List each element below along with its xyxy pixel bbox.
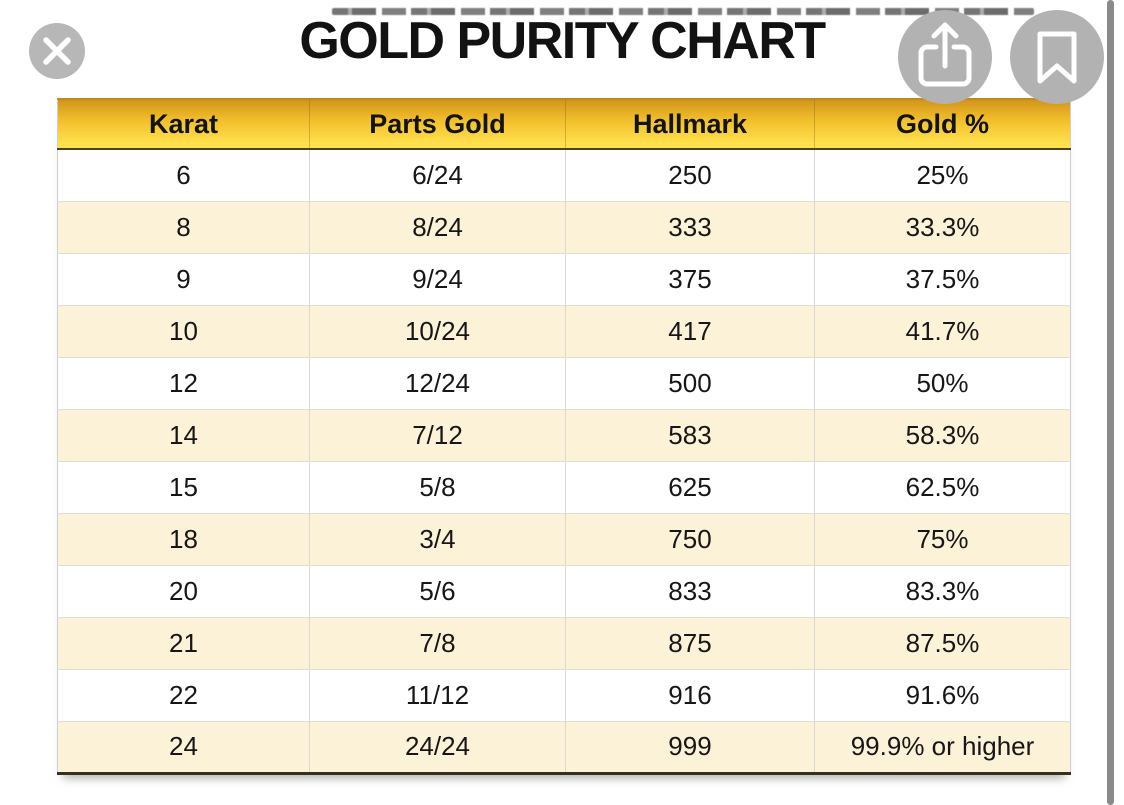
cell-parts-gold: 5/8 (309, 461, 566, 514)
cell-hallmark: 916 (565, 669, 815, 722)
cell-gold: 25% (814, 149, 1071, 202)
table-header-row: Karat Parts Gold Hallmark Gold % (57, 98, 1071, 150)
table-row: 15 5/8 625 62.5% (57, 461, 1071, 514)
gold-purity-table: Karat Parts Gold Hallmark Gold % 6 6/24 250 25… (57, 98, 1071, 775)
page-title: GOLD PURITY CHART (299, 12, 826, 70)
cell-parts-gold: 7/12 (309, 409, 566, 462)
column-header-gold: Gold % (814, 98, 1071, 150)
table-row: 18 3/4 750 75% (57, 513, 1071, 566)
cell-gold: 83.3% (814, 565, 1071, 618)
column-header-karat: Karat (57, 98, 310, 150)
table-row: 20 5/6 833 83.3% (57, 565, 1071, 618)
cell-parts-gold: 5/6 (309, 565, 566, 618)
cell-karat: 14 (57, 409, 310, 462)
cell-parts-gold: 9/24 (309, 253, 566, 306)
cell-karat: 10 (57, 305, 310, 358)
cell-gold: 62.5% (814, 461, 1071, 514)
share-button[interactable] (898, 10, 992, 104)
cell-gold: 58.3% (814, 409, 1071, 462)
share-icon (918, 22, 972, 87)
cell-gold: 99.9% or higher (814, 721, 1071, 773)
cell-karat: 24 (57, 721, 310, 773)
close-button[interactable] (29, 23, 85, 79)
cell-hallmark: 333 (565, 201, 815, 254)
cell-karat: 20 (57, 565, 310, 618)
bookmark-icon (1037, 31, 1077, 84)
cell-hallmark: 875 (565, 617, 815, 670)
cell-gold: 87.5% (814, 617, 1071, 670)
cell-gold: 37.5% (814, 253, 1071, 306)
cell-hallmark: 625 (565, 461, 815, 514)
cell-gold: 75% (814, 513, 1071, 566)
cell-hallmark: 500 (565, 357, 815, 410)
cell-gold: 33.3% (814, 201, 1071, 254)
table-row: 21 7/8 875 87.5% (57, 617, 1071, 670)
cell-karat: 18 (57, 513, 310, 566)
cell-parts-gold: 7/8 (309, 617, 566, 670)
cropped-content-strip (332, 8, 1034, 15)
scrollbar-thumb[interactable] (1107, 0, 1114, 805)
cell-hallmark: 250 (565, 149, 815, 202)
cell-parts-gold: 24/24 (309, 721, 566, 773)
table-row: 24 24/24 999 99.9% or higher (57, 721, 1071, 773)
cell-karat: 6 (57, 149, 310, 202)
cell-parts-gold: 6/24 (309, 149, 566, 202)
cell-hallmark: 417 (565, 305, 815, 358)
cell-karat: 15 (57, 461, 310, 514)
table-row: 6 6/24 250 25% (57, 149, 1071, 202)
cell-hallmark: 833 (565, 565, 815, 618)
cell-gold: 50% (814, 357, 1071, 410)
close-icon (43, 37, 71, 65)
cell-karat: 8 (57, 201, 310, 254)
table-row: 9 9/24 375 37.5% (57, 253, 1071, 306)
cell-karat: 22 (57, 669, 310, 722)
table-body: 6 6/24 250 25% 8 8/24 333 33.3% 9 9/24 375 37.5% 10 1… (57, 149, 1071, 773)
cell-parts-gold: 10/24 (309, 305, 566, 358)
bookmark-button[interactable] (1010, 10, 1104, 104)
cell-karat: 21 (57, 617, 310, 670)
table-row: 22 11/12 916 91.6% (57, 669, 1071, 722)
cell-hallmark: 375 (565, 253, 815, 306)
cell-hallmark: 999 (565, 721, 815, 773)
cell-parts-gold: 8/24 (309, 201, 566, 254)
column-header-parts-gold: Parts Gold (309, 98, 566, 150)
cell-gold: 41.7% (814, 305, 1071, 358)
table-row: 8 8/24 333 33.3% (57, 201, 1071, 254)
table-row: 14 7/12 583 58.3% (57, 409, 1071, 462)
column-header-hallmark: Hallmark (565, 98, 815, 150)
table-row: 12 12/24 500 50% (57, 357, 1071, 410)
cell-karat: 12 (57, 357, 310, 410)
cell-hallmark: 750 (565, 513, 815, 566)
cell-parts-gold: 11/12 (309, 669, 566, 722)
cell-parts-gold: 3/4 (309, 513, 566, 566)
cell-karat: 9 (57, 253, 310, 306)
table-row: 10 10/24 417 41.7% (57, 305, 1071, 358)
cell-parts-gold: 12/24 (309, 357, 566, 410)
cell-gold: 91.6% (814, 669, 1071, 722)
cell-hallmark: 583 (565, 409, 815, 462)
